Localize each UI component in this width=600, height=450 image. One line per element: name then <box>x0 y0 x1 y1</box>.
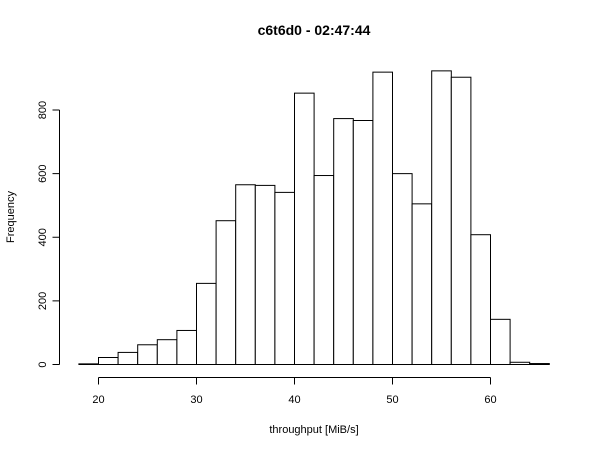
histogram-bar <box>411 203 433 365</box>
histogram-bar <box>254 184 276 365</box>
histogram-bar <box>450 76 472 365</box>
histogram-bar <box>352 120 374 365</box>
y-axis-label: Frequency <box>5 191 17 243</box>
y-tick-label: 400 <box>37 228 49 246</box>
histogram-bar <box>98 357 119 365</box>
x-tick-label: 60 <box>484 394 496 406</box>
histogram-bar <box>313 175 335 365</box>
chart-title: c6t6d0 - 02:47:44 <box>258 22 371 38</box>
histogram-bar <box>529 363 550 365</box>
y-tick-label: 600 <box>37 164 49 182</box>
histogram-bar <box>372 71 393 365</box>
bars <box>78 70 550 366</box>
histogram-bar <box>490 318 511 365</box>
y-tick-label: 0 <box>37 361 49 367</box>
y-axis: 0 200 400 600 800 <box>37 101 60 368</box>
histogram-bar <box>78 363 100 365</box>
histogram-bar <box>117 351 139 366</box>
x-tick-label: 50 <box>386 394 398 406</box>
x-tick-label: 30 <box>190 394 202 406</box>
histogram-bar <box>392 173 413 366</box>
x-tick-label: 40 <box>288 394 300 406</box>
histogram-bar <box>470 234 491 365</box>
histogram-bar <box>274 191 295 365</box>
y-tick-label: 200 <box>37 292 49 310</box>
histogram-bar <box>215 220 237 365</box>
x-tick-label: 20 <box>92 394 104 406</box>
histogram-bar <box>509 361 531 365</box>
x-axis: 20 30 40 50 60 <box>92 377 497 406</box>
histogram-bar <box>196 282 217 366</box>
histogram-bar <box>156 339 178 366</box>
y-tick-label: 800 <box>37 101 49 119</box>
histogram-bar <box>176 329 197 365</box>
histogram-bar <box>431 70 452 366</box>
histogram-bar <box>333 118 354 365</box>
histogram-bar <box>235 184 256 365</box>
histogram-bar <box>294 92 315 365</box>
x-axis-label: throughput [MiB/s] <box>269 424 358 436</box>
histogram-bar <box>137 344 158 365</box>
